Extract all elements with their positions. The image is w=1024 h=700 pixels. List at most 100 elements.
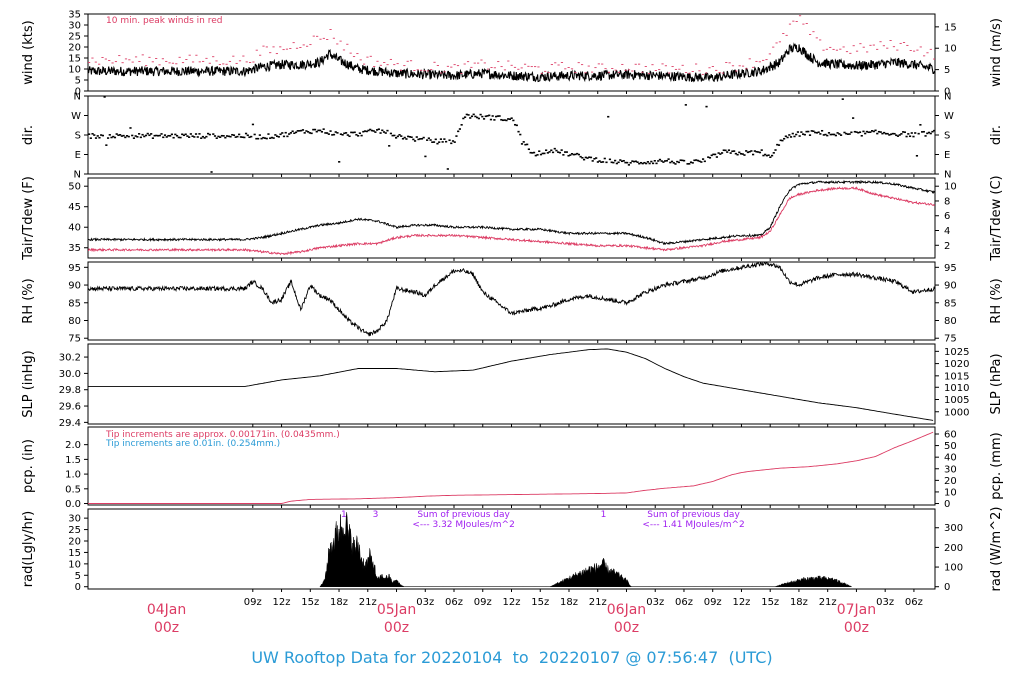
direction-point — [476, 116, 479, 119]
direction-point — [536, 154, 539, 156]
left-tick-label: 25 — [68, 32, 81, 43]
direction-point — [745, 150, 748, 152]
direction-point — [486, 115, 489, 117]
direction-point — [286, 135, 289, 138]
direction-point — [451, 140, 455, 142]
right-tick-label: 0 — [944, 87, 950, 98]
direction-point — [446, 168, 449, 170]
direction-point — [769, 156, 772, 158]
direction-point — [772, 152, 775, 154]
time-tick-label: 12z — [503, 597, 521, 608]
direction-point — [489, 118, 493, 121]
direction-point — [279, 133, 282, 136]
direction-point — [389, 132, 393, 135]
direction-point — [294, 131, 298, 134]
direction-point — [217, 135, 220, 138]
direction-point — [419, 138, 422, 140]
direction-point — [412, 138, 415, 141]
direction-point — [101, 134, 104, 137]
direction-point — [382, 131, 386, 133]
direction-point — [781, 139, 784, 142]
direction-point — [179, 136, 182, 139]
direction-point — [167, 134, 170, 137]
left-tick-label: 85 — [68, 298, 81, 309]
direction-point — [555, 149, 558, 152]
direction-point — [600, 161, 603, 163]
direction-point — [893, 132, 896, 135]
direction-point — [715, 156, 718, 158]
time-tick-label: 15z — [761, 597, 779, 608]
direction-point — [351, 131, 355, 134]
direction-point — [529, 151, 532, 154]
left-tick-label: 5 — [75, 76, 81, 87]
direction-point — [643, 161, 646, 164]
direction-point — [207, 132, 210, 135]
direction-point — [546, 152, 549, 154]
direction-point — [415, 136, 418, 138]
right-tick-label: N — [944, 92, 951, 103]
direction-point — [933, 129, 935, 132]
direction-point — [719, 153, 722, 155]
panel-series — [88, 179, 935, 256]
rad-marker-label: 1 — [341, 510, 347, 520]
direction-point — [826, 134, 829, 137]
direction-point — [726, 151, 729, 153]
left-tick-label: 40 — [68, 223, 81, 234]
direction-point — [527, 148, 530, 151]
direction-point — [181, 133, 184, 136]
direction-point — [129, 127, 132, 129]
direction-point — [722, 149, 725, 152]
direction-point — [731, 150, 734, 153]
direction-point — [588, 156, 591, 159]
rad-sum-title: Sum of previous day — [417, 510, 510, 520]
direction-point — [174, 133, 177, 136]
y-axis-label-left: Tair/Tdew (F) — [21, 176, 36, 261]
y-axis-label-left: SLP (inHg) — [21, 350, 36, 418]
direction-point — [426, 139, 429, 141]
y-axis-label-right: Tair/Tdew (C) — [989, 175, 1004, 261]
right-tick-label: 300 — [944, 523, 963, 534]
direction-point — [215, 137, 218, 139]
rad-marker-label: 3 — [373, 510, 379, 520]
direction-point — [112, 135, 115, 138]
direction-point — [548, 151, 551, 153]
direction-point — [472, 113, 475, 116]
y-axis-label-right: SLP (hPa) — [989, 353, 1004, 414]
direction-point — [424, 155, 427, 158]
direction-point — [733, 150, 736, 152]
direction-point — [607, 115, 610, 118]
direction-point — [679, 159, 682, 161]
direction-point — [455, 135, 458, 137]
day-label: 04Jan — [147, 602, 186, 618]
direction-point — [688, 163, 691, 165]
panel-rh: 75 80 85 90 95 75 80 85 90 95 RH (%) RH (%) — [21, 261, 1004, 345]
direction-point — [858, 131, 862, 134]
direction-point — [96, 135, 99, 137]
direction-point — [598, 160, 601, 162]
left-tick-label: 50 — [68, 182, 81, 193]
direction-point — [746, 151, 750, 154]
direction-point — [227, 135, 230, 138]
direction-point — [201, 135, 205, 138]
direction-point — [169, 135, 172, 137]
direction-point — [317, 129, 320, 132]
direction-point — [526, 143, 529, 146]
direction-point — [403, 136, 406, 139]
direction-point — [98, 136, 101, 139]
series-line-precip — [88, 431, 934, 504]
direction-point — [355, 133, 358, 136]
series-line-RH — [88, 262, 935, 337]
direction-point — [827, 132, 831, 134]
day-hour-label: 00z — [844, 620, 869, 636]
direction-point — [401, 137, 405, 140]
direction-point — [241, 136, 244, 138]
direction-point — [564, 151, 567, 153]
direction-point — [288, 133, 291, 135]
time-tick-label: 18z — [560, 597, 578, 608]
direction-point — [410, 136, 413, 138]
direction-point — [194, 133, 198, 135]
direction-point — [172, 136, 175, 139]
left-tick-label: 35 — [68, 10, 81, 21]
direction-point — [260, 137, 263, 140]
panel-frame — [87, 95, 936, 175]
